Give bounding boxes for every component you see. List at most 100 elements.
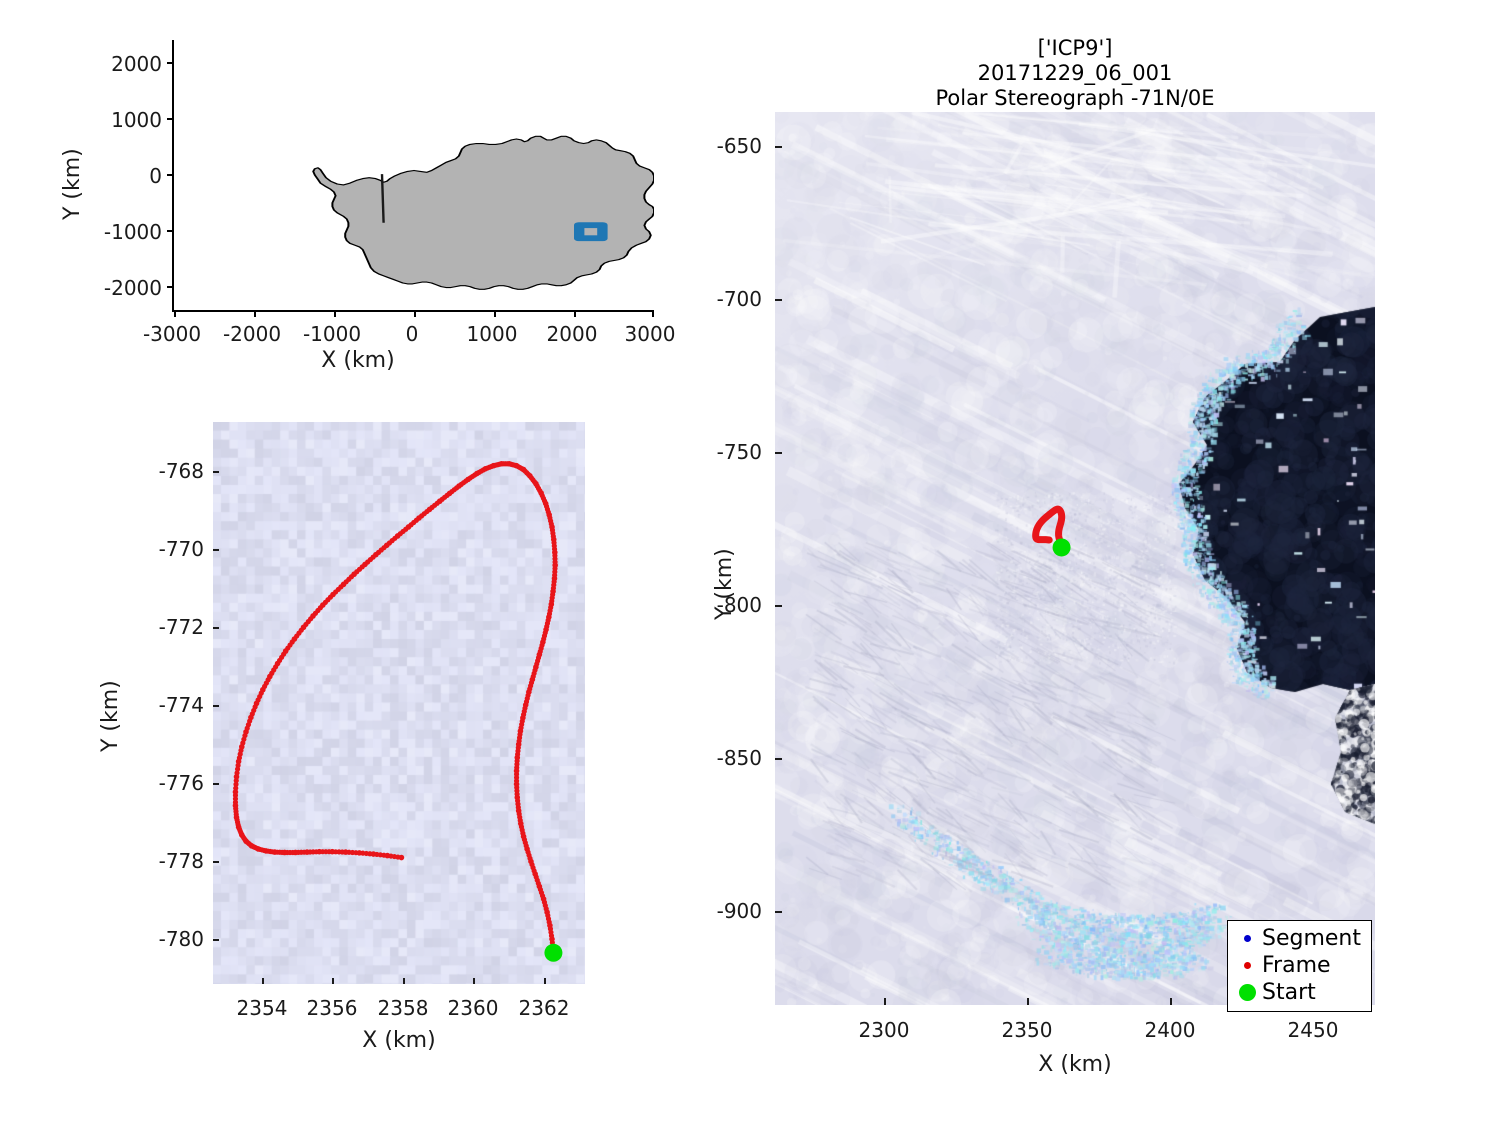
title-line-1: ['ICP9'] <box>1037 36 1113 60</box>
zoom-xtick-mark <box>473 978 475 984</box>
legend-label-start: Start <box>1262 980 1316 1005</box>
legend-item-frame[interactable]: Frame <box>1234 952 1361 979</box>
zoom-ytick-label: -780 <box>158 927 204 951</box>
legend-item-segment[interactable]: Segment <box>1234 925 1361 952</box>
flight-track-loop <box>1032 505 1066 551</box>
start-marker <box>544 943 563 962</box>
map-legend[interactable]: Segment Frame Start <box>1227 920 1372 1012</box>
start-marker <box>1052 538 1071 557</box>
zoom-xtick-label: 2356 <box>306 996 358 1020</box>
overview-xaxis-label: X (km) <box>321 348 395 373</box>
overview-ytick-mark <box>167 230 174 232</box>
zoom-xaxis-label: X (km) <box>362 1028 436 1053</box>
overview-xtick-label: 1000 <box>466 322 518 346</box>
legend-item-start[interactable]: Start <box>1234 979 1361 1006</box>
zoom-ytick-label: -778 <box>158 849 204 873</box>
main-ytick-label: -850 <box>716 746 762 770</box>
main-ytick-label: -750 <box>716 440 762 464</box>
flight-track-frame-dots <box>232 460 558 956</box>
segment-marker-icon <box>1234 935 1260 942</box>
legend-label-segment: Segment <box>1262 926 1361 951</box>
main-xtick-mark <box>1027 998 1029 1005</box>
zoom-ytick-label: -776 <box>158 771 204 795</box>
antarctica-overview-map[interactable] <box>167 40 654 317</box>
modis-basemap-panel[interactable] <box>775 112 1375 1005</box>
overview-ytick-label: -1000 <box>103 220 162 244</box>
overview-xtick-label: 3000 <box>624 322 676 346</box>
main-ytick-label: -700 <box>716 287 762 311</box>
prime-meridian-line <box>380 174 385 223</box>
main-ytick-label: -900 <box>716 899 762 923</box>
main-yaxis-label: Y (km) <box>712 548 737 620</box>
overview-xtick-mark <box>652 310 654 317</box>
overview-ytick-label: 0 <box>149 164 162 188</box>
overview-xtick-mark <box>494 310 496 317</box>
overview-ytick-label: -2000 <box>103 276 162 300</box>
main-ytick-mark <box>775 758 782 760</box>
main-xaxis-label: X (km) <box>1038 1052 1112 1077</box>
zoom-xtick-mark <box>262 978 264 984</box>
overview-xtick-mark <box>574 310 576 317</box>
main-xtick-mark <box>884 998 886 1005</box>
main-ytick-mark <box>775 911 782 913</box>
overview-xtick-label: -3000 <box>142 322 202 346</box>
main-xtick-mark <box>1170 998 1172 1005</box>
zoom-ytick-mark <box>213 705 219 707</box>
overview-xtick-label: -2000 <box>222 322 282 346</box>
overview-xtick-mark <box>174 310 176 317</box>
overview-xtick-mark <box>334 310 336 317</box>
figure-title: ['ICP9'] 20171229_06_001 Polar Stereogra… <box>775 36 1375 111</box>
roi-box[interactable] <box>174 40 654 310</box>
main-xtick-label: 2350 <box>1001 1018 1053 1042</box>
frame-marker-icon <box>1234 962 1260 969</box>
antarctica-coastline <box>312 135 654 290</box>
overview-ytick-mark <box>167 118 174 120</box>
zoom-ytick-label: -770 <box>158 537 204 561</box>
zoom-xtick-label: 2360 <box>447 996 499 1020</box>
zoom-ytick-mark <box>213 471 219 473</box>
main-xtick-label: 2450 <box>1287 1018 1339 1042</box>
overview-xtick-label: -1000 <box>302 322 362 346</box>
zoom-ytick-label: -768 <box>158 459 204 483</box>
modis-satellite-basemap <box>775 112 1375 1005</box>
zoom-basemap-texture <box>213 422 585 984</box>
legend-label-frame: Frame <box>1262 953 1331 978</box>
main-ytick-label: -800 <box>716 593 762 617</box>
main-ytick-mark <box>775 452 782 454</box>
zoom-ytick-mark <box>213 861 219 863</box>
main-xtick-label: 2400 <box>1144 1018 1196 1042</box>
zoom-ytick-mark <box>213 549 219 551</box>
zoom-ytick-label: -774 <box>158 693 204 717</box>
overview-xtick-label: 2000 <box>546 322 598 346</box>
overview-xtick-mark <box>254 310 256 317</box>
overview-xtick-mark <box>414 310 416 317</box>
main-ytick-mark <box>775 605 782 607</box>
flight-track-zoom-map[interactable] <box>213 422 585 984</box>
overview-ytick-mark <box>167 62 174 64</box>
main-xtick-label: 2300 <box>858 1018 910 1042</box>
main-ytick-mark <box>775 146 782 148</box>
title-line-3: Polar Stereograph -71N/0E <box>935 86 1215 110</box>
overview-xtick-label: 0 <box>405 322 419 346</box>
zoom-ytick-mark <box>213 627 219 629</box>
zoom-ytick-mark <box>213 939 219 941</box>
main-ytick-label: -650 <box>716 134 762 158</box>
zoom-xtick-label: 2358 <box>377 996 429 1020</box>
title-line-2: 20171229_06_001 <box>977 61 1173 85</box>
zoom-xtick-label: 2362 <box>518 996 570 1020</box>
overview-ytick-label: 2000 <box>111 52 162 76</box>
zoom-xtick-mark <box>544 978 546 984</box>
overview-ytick-mark <box>167 174 174 176</box>
zoom-xtick-mark <box>332 978 334 984</box>
overview-yaxis-label: Y (km) <box>60 148 85 220</box>
start-marker-icon <box>1234 984 1260 1001</box>
zoom-yaxis-label: Y (km) <box>98 680 123 752</box>
zoom-xtick-label: 2354 <box>236 996 288 1020</box>
zoom-xtick-mark <box>403 978 405 984</box>
overview-ytick-mark <box>167 286 174 288</box>
main-ytick-mark <box>775 299 782 301</box>
main-track-overlay <box>1032 505 1071 557</box>
zoom-ytick-label: -772 <box>158 615 204 639</box>
zoom-track-overlay <box>232 460 563 962</box>
overview-ytick-label: 1000 <box>111 108 162 132</box>
